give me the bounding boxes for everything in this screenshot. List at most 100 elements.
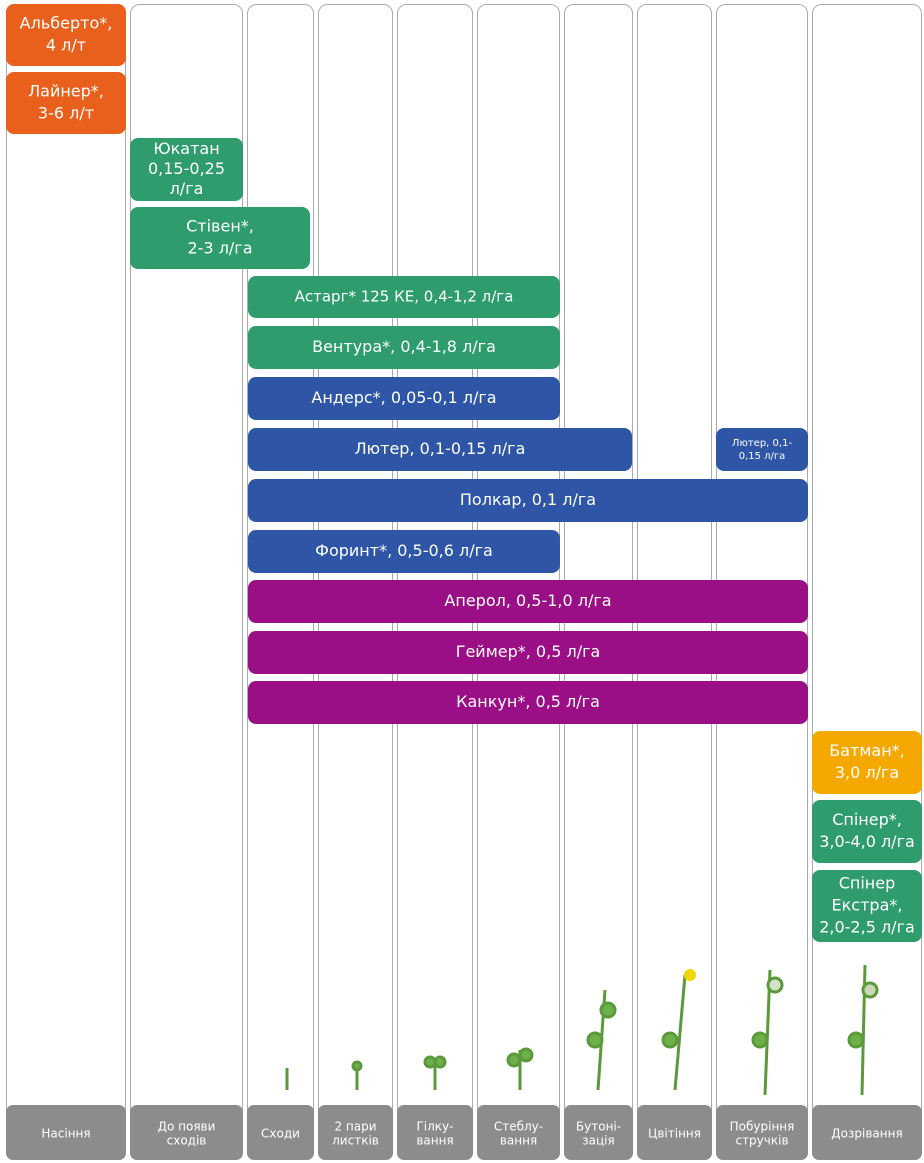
treatment-bar xyxy=(812,731,922,794)
stage-label-box xyxy=(397,1105,473,1160)
treatment: Андерс*, 0,05-0,1 л/га xyxy=(248,377,560,420)
treatment-bar xyxy=(248,580,808,623)
stage-label: Стеблу-вання xyxy=(477,1105,560,1160)
label-line: л/га xyxy=(170,179,204,198)
label-line: Побуріння xyxy=(730,1120,795,1134)
stage-label: Насіння xyxy=(6,1105,126,1160)
label-line: 2,0-2,5 л/га xyxy=(819,918,915,937)
stage-label-box xyxy=(637,1105,712,1160)
treatment-bar xyxy=(248,681,808,724)
treatment-bar xyxy=(248,377,560,420)
label-line: Лайнер*, xyxy=(28,82,104,101)
label-line: Полкар, 0,1 л/га xyxy=(460,490,596,509)
stage-label-box xyxy=(318,1105,393,1160)
label-line: Спінер*, xyxy=(832,810,902,829)
stage-label-box xyxy=(812,1105,922,1160)
label-line: стручків xyxy=(735,1134,788,1148)
treatment: Спінер Екстра*, 2,0-2,5 л/га xyxy=(812,870,922,942)
label-line: Альберто*, xyxy=(20,14,113,33)
treatment-bar xyxy=(812,800,922,863)
label-line: Бутоні- xyxy=(576,1120,621,1134)
label-line: Лютер, 0,1-0,15 л/га xyxy=(355,439,526,458)
stage-label: Гілку-вання xyxy=(397,1105,473,1160)
treatment-bar xyxy=(130,138,243,201)
treatment: Канкун*, 0,5 л/га xyxy=(248,681,808,724)
label-line: До появи xyxy=(158,1120,216,1134)
plants xyxy=(285,964,879,1096)
label-line: Андерс*, 0,05-0,1 л/га xyxy=(311,388,496,407)
label-line: Цвітіння xyxy=(648,1127,701,1141)
label-line: 3,0-4,0 л/га xyxy=(819,832,915,851)
label-line: Спінер xyxy=(839,874,896,893)
label-line: Юкатан xyxy=(153,139,219,158)
treatment: Астарг* 125 КЕ, 0,4-1,2 л/га xyxy=(248,276,560,318)
treatment: Лютер, 0,1-0,15 л/га xyxy=(248,428,632,471)
treatment: Полкар, 0,1 л/га xyxy=(248,479,808,522)
label-line: Аперол, 0,5-1,0 л/га xyxy=(444,591,611,610)
label-line: 2-3 л/га xyxy=(187,239,252,258)
treatment-bar xyxy=(6,4,126,66)
label-line: Геймер*, 0,5 л/га xyxy=(456,642,601,661)
treatment-bar xyxy=(248,276,560,318)
treatment-bar xyxy=(248,326,560,369)
label-line: 0,15 л/га xyxy=(739,451,786,462)
stage-label-box xyxy=(564,1105,633,1160)
treatment: Форинт*, 0,5-0,6 л/га xyxy=(248,530,560,573)
label-line: 2 пари xyxy=(334,1120,376,1134)
stage-label-box xyxy=(247,1105,314,1160)
label-line: Канкун*, 0,5 л/га xyxy=(456,692,600,711)
label-line: 3,0 л/га xyxy=(835,763,899,782)
treatment-bar xyxy=(716,428,808,471)
treatment: Вентура*, 0,4-1,8 л/га xyxy=(248,326,560,369)
label-line: вання xyxy=(416,1134,453,1148)
treatment: Батман*, 3,0 л/га xyxy=(812,731,922,794)
treatment: Лютер, 0,1- 0,15 л/га xyxy=(716,428,808,471)
label-line: Стеблу- xyxy=(494,1120,543,1134)
label-line: листків xyxy=(332,1134,379,1148)
label-line: сходів xyxy=(167,1134,207,1148)
stage-label: Бутоні-зація xyxy=(564,1105,633,1160)
label-line: Гілку- xyxy=(416,1120,453,1134)
label-line: Астарг* 125 КЕ, 0,4-1,2 л/га xyxy=(295,288,514,306)
treatment-bar xyxy=(248,479,808,522)
treatment: Спінер*, 3,0-4,0 л/га xyxy=(812,800,922,863)
label-line: Лютер, 0,1- xyxy=(732,438,793,449)
label-line: Екстра*, xyxy=(832,896,903,915)
label-line: Сходи xyxy=(261,1127,300,1141)
label-line: Батман*, xyxy=(829,741,905,760)
stage-label: Сходи xyxy=(247,1105,314,1160)
treatment: Геймер*, 0,5 л/га xyxy=(248,631,808,674)
stage-label: Дозрівання xyxy=(812,1105,922,1160)
label-line: Вентура*, 0,4-1,8 л/га xyxy=(312,337,496,356)
label-line: Дозрівання xyxy=(831,1127,902,1141)
label-line: 3-6 л/т xyxy=(38,104,94,123)
stage-label-box xyxy=(130,1105,243,1160)
label-line: 0,15-0,25 xyxy=(148,159,225,178)
stage-label-box xyxy=(477,1105,560,1160)
stage-label-box xyxy=(6,1105,126,1160)
label-line: Насіння xyxy=(41,1127,90,1141)
treatment-bar xyxy=(130,207,310,269)
treatment: Аперол, 0,5-1,0 л/га xyxy=(248,580,808,623)
stage-label: Цвітіння xyxy=(637,1105,712,1160)
label-line: вання xyxy=(500,1134,537,1148)
treatment-bar xyxy=(812,870,922,942)
treatment: Лайнер*, 3-6 л/т xyxy=(6,72,126,134)
treatment-bar xyxy=(248,530,560,573)
treatment: Альберто*, 4 л/т xyxy=(6,4,126,66)
stage-label-box xyxy=(716,1105,808,1160)
treatment-bar xyxy=(248,428,632,471)
label-line: Стівен*, xyxy=(186,217,254,236)
label-line: зація xyxy=(582,1134,614,1148)
label-line: 4 л/т xyxy=(46,36,86,55)
treatment-bar xyxy=(248,631,808,674)
treatment: Стівен*, 2-3 л/га xyxy=(130,207,310,269)
label-line: Форинт*, 0,5-0,6 л/га xyxy=(315,541,493,560)
treatment-bar xyxy=(6,72,126,134)
stage-column xyxy=(6,4,126,1160)
